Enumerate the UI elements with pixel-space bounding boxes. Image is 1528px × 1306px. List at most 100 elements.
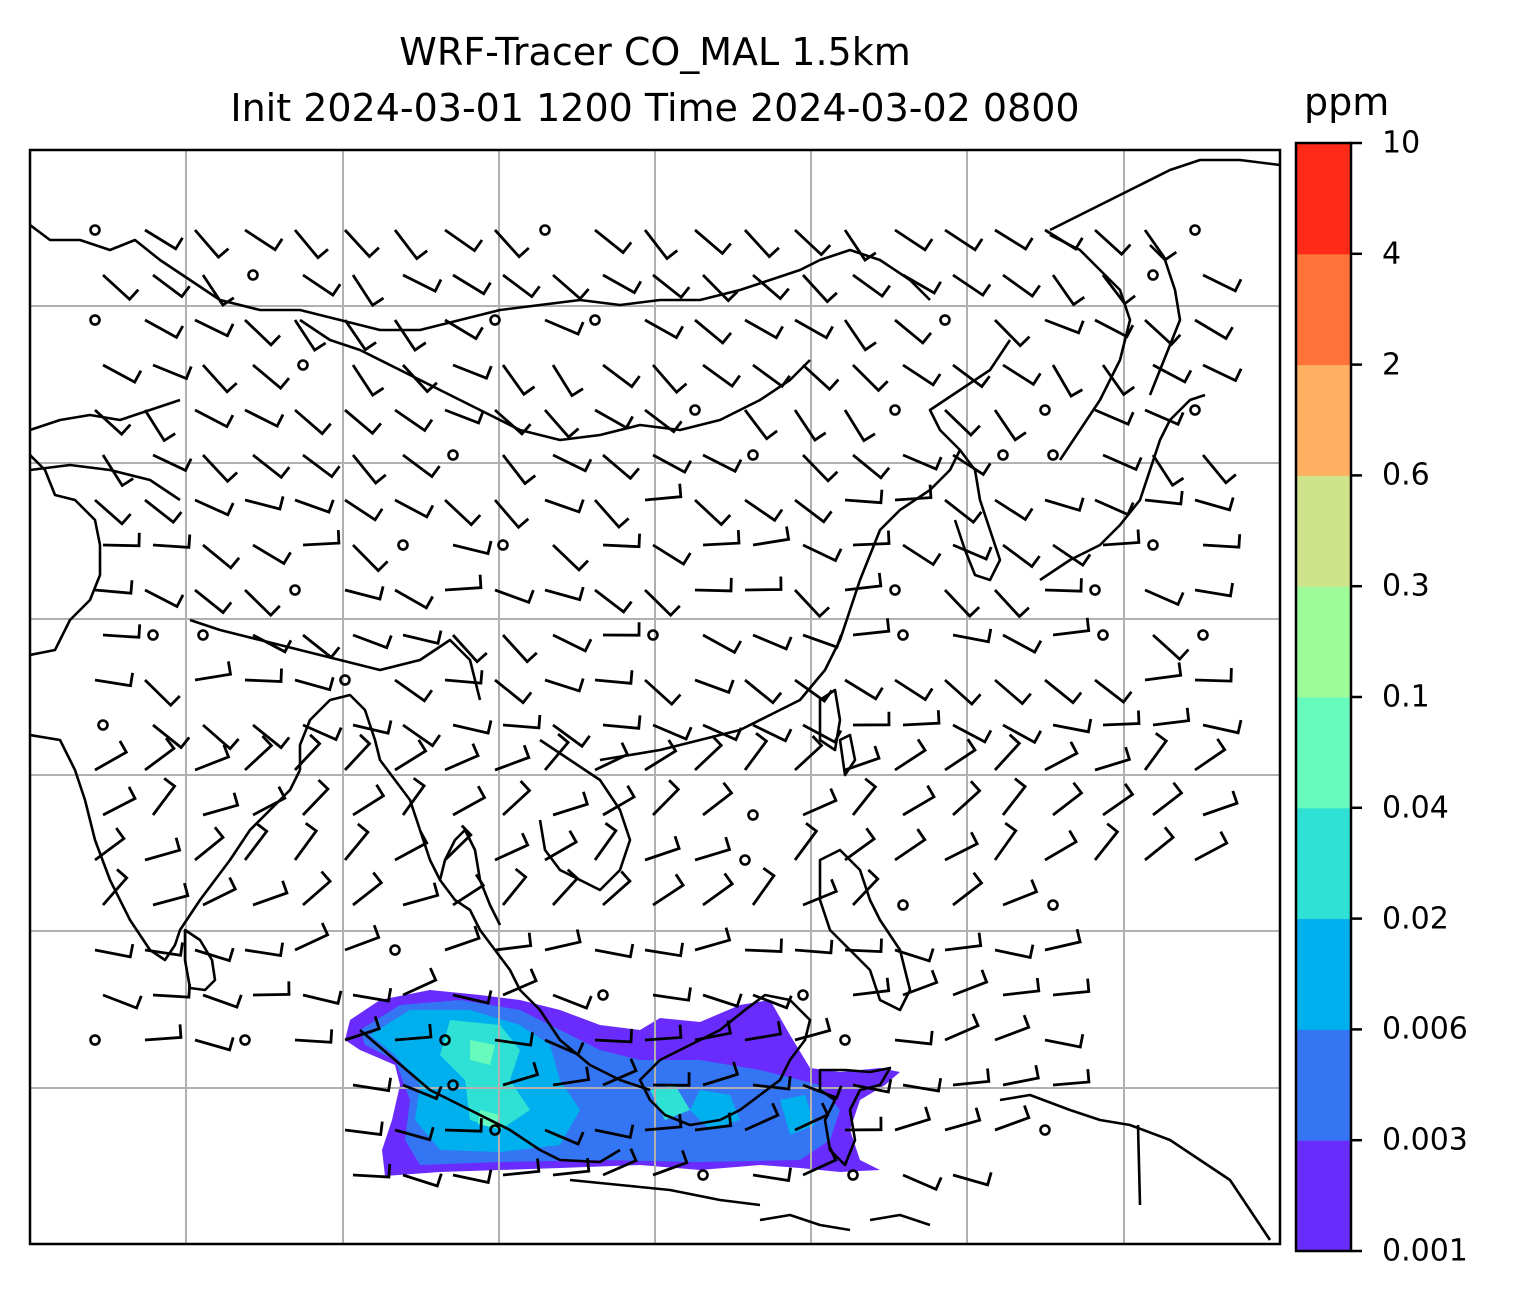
wind-barb bbox=[551, 868, 580, 906]
wind-barb bbox=[1144, 408, 1185, 427]
wind-barb bbox=[944, 408, 981, 437]
wind-barb bbox=[752, 1167, 792, 1183]
wind-barb bbox=[402, 453, 441, 479]
wind-barb bbox=[294, 408, 332, 436]
wind-barb bbox=[552, 543, 590, 572]
wind-barb bbox=[1052, 617, 1091, 637]
wind-barb bbox=[1202, 534, 1242, 549]
wind-barb bbox=[894, 484, 933, 502]
wind-barb bbox=[501, 454, 537, 486]
co-tracer-plume bbox=[345, 990, 900, 1176]
wind-barb bbox=[543, 732, 571, 771]
wind-barb bbox=[1194, 830, 1229, 862]
wind-barb bbox=[802, 878, 839, 907]
wind-barb bbox=[1152, 781, 1184, 817]
wind-barb bbox=[194, 826, 225, 862]
wind-barb bbox=[1002, 543, 1041, 569]
wind-barb bbox=[1094, 678, 1133, 704]
wind-barb bbox=[1101, 274, 1136, 306]
wind-barb bbox=[102, 993, 143, 1010]
calm-wind-marker bbox=[297, 359, 309, 371]
wind-barb bbox=[494, 832, 530, 862]
wind-barb bbox=[644, 318, 685, 340]
wind-barb bbox=[844, 678, 884, 701]
wind-barb bbox=[702, 363, 741, 389]
wind-barb bbox=[793, 409, 827, 442]
wind-barb bbox=[994, 1014, 1031, 1042]
wind-barb bbox=[344, 1015, 381, 1042]
wind-barb bbox=[1094, 228, 1132, 257]
wind-barb bbox=[494, 932, 533, 952]
wind-barb bbox=[102, 786, 137, 817]
wind-barb bbox=[552, 1066, 591, 1087]
wind-barb bbox=[1144, 318, 1182, 347]
wind-barb bbox=[1144, 662, 1183, 682]
wind-barb bbox=[194, 408, 235, 429]
wind-barb bbox=[1052, 1068, 1091, 1087]
wind-barb bbox=[943, 589, 981, 619]
wind-barb bbox=[702, 274, 739, 303]
wind-barb bbox=[352, 784, 386, 817]
wind-barb bbox=[702, 633, 743, 655]
wind-barb bbox=[94, 827, 126, 862]
wind-barb bbox=[952, 780, 982, 817]
wind-barb bbox=[194, 1037, 235, 1052]
calm-wind-marker bbox=[897, 629, 909, 641]
wind-barb bbox=[894, 678, 934, 702]
wind-barb bbox=[444, 925, 481, 952]
calm-wind-marker bbox=[489, 1124, 501, 1136]
wind-barb bbox=[144, 837, 182, 862]
wind-barb bbox=[652, 273, 691, 300]
calm-wind-marker bbox=[739, 854, 751, 866]
wind-barb bbox=[1102, 710, 1141, 727]
wind-barb bbox=[1143, 732, 1169, 771]
wind-barb bbox=[352, 544, 389, 573]
wind-barb bbox=[952, 363, 991, 389]
wind-barb bbox=[794, 318, 834, 340]
wind-barb bbox=[843, 229, 877, 262]
wind-barb bbox=[602, 622, 641, 637]
colorbar-tick-label: 0.04 bbox=[1382, 790, 1449, 826]
wind-barb bbox=[602, 1058, 638, 1087]
wind-barb bbox=[902, 1077, 943, 1093]
calm-wind-marker bbox=[589, 314, 601, 326]
calm-wind-marker bbox=[697, 1169, 709, 1181]
wind-barb bbox=[102, 363, 143, 384]
wind-barb bbox=[1052, 978, 1091, 997]
calm-wind-marker bbox=[1197, 629, 1209, 641]
wind-barb bbox=[144, 1024, 183, 1042]
wind-barb bbox=[852, 711, 891, 727]
wind-barb bbox=[202, 993, 243, 1009]
wind-barb bbox=[802, 363, 840, 392]
colorbar-segment bbox=[1296, 143, 1351, 255]
colorbar-tick-label: 0.6 bbox=[1382, 457, 1430, 493]
wind-barb bbox=[294, 922, 330, 952]
wind-barb bbox=[594, 1124, 635, 1140]
wind-barb bbox=[144, 737, 176, 772]
wind-barb bbox=[344, 924, 381, 952]
wind-barb bbox=[851, 777, 878, 816]
wind-barb bbox=[401, 364, 438, 394]
wind-barb bbox=[1102, 782, 1135, 817]
wind-barb bbox=[444, 498, 482, 527]
wind-barb bbox=[694, 927, 732, 952]
wind-barb bbox=[902, 273, 942, 295]
calm-wind-marker bbox=[439, 1034, 451, 1046]
wind-barb bbox=[94, 580, 134, 595]
wind-barb bbox=[493, 499, 530, 530]
wind-barb bbox=[1044, 928, 1082, 952]
wind-barb bbox=[402, 723, 442, 748]
wind-barb bbox=[494, 1032, 534, 1047]
wind-barb bbox=[102, 273, 140, 302]
wind-barb bbox=[144, 679, 181, 708]
wind-barb bbox=[902, 784, 936, 817]
wind-barb bbox=[794, 228, 832, 257]
wind-barb bbox=[744, 678, 783, 705]
wind-barb bbox=[994, 944, 1035, 960]
wind-barb bbox=[852, 977, 891, 997]
wind-barb bbox=[494, 744, 531, 772]
wind-barb bbox=[644, 835, 681, 862]
wind-barb bbox=[544, 318, 585, 336]
wind-barb bbox=[451, 634, 488, 664]
wind-barb bbox=[252, 723, 291, 750]
